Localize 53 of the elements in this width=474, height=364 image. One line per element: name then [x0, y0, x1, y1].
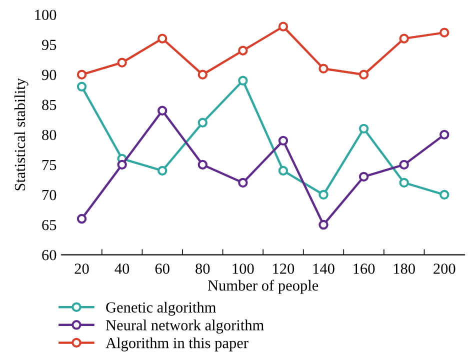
y-tick-label: 95: [42, 40, 56, 50]
point: [318, 64, 328, 74]
y-tick-label: 70: [42, 190, 56, 200]
point: [399, 160, 409, 170]
y-tick-label: 65: [42, 220, 56, 230]
x-tick-label: 40: [114, 264, 130, 274]
point: [76, 82, 87, 92]
legend-label: Algorithm in this paper: [106, 337, 248, 352]
y-tick-label: 90: [42, 70, 56, 80]
point: [117, 58, 127, 68]
x-tick-label: 140: [313, 264, 334, 274]
point: [440, 28, 450, 38]
x-tick-label: 180: [394, 264, 415, 274]
point: [238, 178, 248, 188]
point: [318, 220, 328, 230]
legend-label: Genetic algorithm: [106, 302, 216, 316]
point: [278, 22, 288, 32]
point: [358, 124, 369, 134]
x-axis-title: Number of people: [208, 280, 318, 294]
point: [157, 34, 168, 44]
y-tick-label: 100: [35, 10, 56, 20]
point: [318, 190, 328, 200]
point: [399, 178, 409, 188]
point: [399, 34, 409, 44]
point: [157, 106, 168, 116]
y-tick-label: 80: [42, 130, 56, 140]
point: [440, 130, 450, 140]
point: [238, 46, 248, 56]
y-axis-title: Statistical stability: [14, 78, 28, 190]
x-tick-label: 60: [155, 264, 170, 274]
point: [278, 136, 288, 146]
point: [76, 214, 87, 224]
y-tick-label: 85: [42, 100, 56, 110]
y-tick-label: 75: [42, 160, 56, 170]
point: [117, 160, 127, 170]
point: [358, 172, 369, 182]
point: [198, 70, 208, 80]
point: [238, 76, 248, 86]
point: [198, 160, 208, 170]
x-tick-label: 100: [232, 264, 254, 274]
x-tick-label: 80: [196, 264, 210, 274]
point: [157, 166, 168, 176]
point: [440, 190, 450, 200]
y-tick-label: 60: [42, 250, 56, 260]
x-tick-label: 20: [74, 264, 89, 274]
legend-label: Neural network algorithm: [106, 320, 264, 334]
x-tick-label: 160: [354, 264, 375, 274]
point: [278, 166, 288, 176]
point: [76, 70, 87, 80]
x-tick-label: 120: [273, 264, 294, 274]
x-tick-label: 200: [434, 264, 456, 274]
point: [358, 70, 369, 80]
point: [198, 118, 208, 128]
